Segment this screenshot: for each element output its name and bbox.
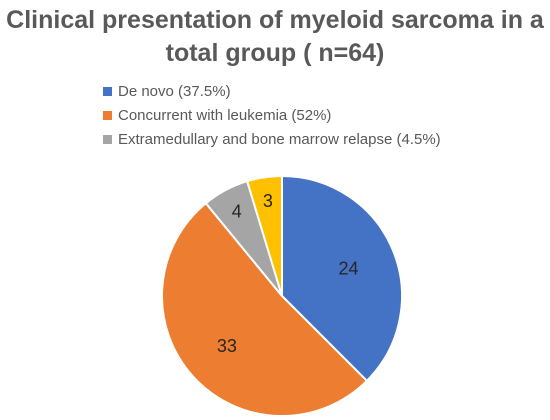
pie-data-label-de-novo: 24 (338, 258, 358, 278)
legend-label-relapse: Extramedullary and bone marrow relapse (… (118, 130, 441, 148)
pie-data-label-fourth: 3 (263, 191, 273, 211)
legend-item-relapse: Extramedullary and bone marrow relapse (… (103, 127, 441, 151)
legend-item-de-novo: De novo (37.5%) (103, 79, 441, 103)
legend-swatch-relapse (103, 134, 112, 144)
legend-label-de-novo: De novo (37.5%) (118, 82, 231, 100)
pie-data-labels: 24 33 4 3 (217, 191, 359, 356)
chart-title: Clinical presentation of myeloid sarcoma… (0, 4, 550, 70)
pie-data-label-relapse: 4 (232, 201, 242, 221)
pie-slice-concurrent (160, 201, 369, 417)
pie-data-label-concurrent: 33 (217, 336, 237, 356)
legend-swatch-de-novo (103, 86, 112, 96)
legend-item-concurrent: Concurrent with leukemia (52%) (103, 103, 441, 127)
chart-legend: De novo (37.5%) Concurrent with leukemia… (103, 79, 441, 151)
chart-title-line-1: Clinical presentation of myeloid sarcoma… (6, 6, 544, 34)
legend-label-concurrent: Concurrent with leukemia (52%) (118, 106, 332, 124)
pie-slice-fourth (245, 174, 283, 297)
pie-slice-de-novo (281, 174, 403, 383)
pie-slices (160, 174, 403, 417)
legend-swatch-concurrent (103, 110, 112, 120)
chart-title-line-2: total group ( n=64) (165, 39, 385, 67)
